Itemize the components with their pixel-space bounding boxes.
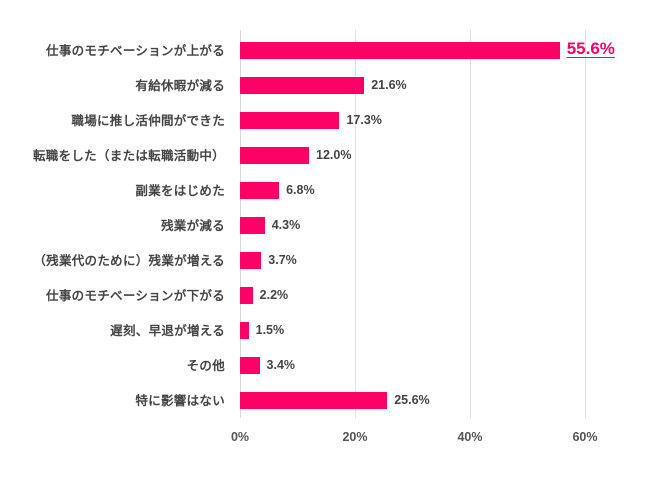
gridline xyxy=(355,30,356,418)
bar xyxy=(240,357,260,374)
category-label: 有給休暇が減る xyxy=(135,78,225,93)
bar xyxy=(240,322,249,339)
value-label: 3.7% xyxy=(268,253,297,267)
value-label: 21.6% xyxy=(371,78,407,92)
highlighted-value-label: 55.6% xyxy=(566,39,615,58)
category-label: その他 xyxy=(186,358,225,373)
category-label: （残業代のために）残業が増える xyxy=(33,253,225,268)
value-label: 1.5% xyxy=(255,323,285,337)
gridline xyxy=(470,30,471,418)
bar xyxy=(240,287,253,304)
value-label: 17.3% xyxy=(346,113,382,127)
category-label: 転職をした（または転職活動中） xyxy=(32,148,225,163)
bar xyxy=(240,147,309,164)
x-tick-label: 40% xyxy=(457,430,483,444)
category-label: 仕事のモチベーションが上がる xyxy=(46,43,225,58)
x-tick-label: 60% xyxy=(572,430,598,444)
category-label: 仕事のモチベーションが下がる xyxy=(46,288,225,303)
category-label: 特に影響はない xyxy=(135,393,225,408)
value-label: 3.4% xyxy=(266,358,296,372)
bar xyxy=(240,252,262,269)
x-tick-label: 0% xyxy=(230,430,250,444)
bar xyxy=(240,42,560,59)
bar xyxy=(240,392,388,409)
category-label: 遅刻、早退が増える xyxy=(110,323,225,338)
category-label: 残業が減る xyxy=(160,218,225,233)
value-label: 2.2% xyxy=(259,288,289,302)
value-label: 12.0% xyxy=(316,148,352,162)
x-tick-label: 20% xyxy=(342,430,368,444)
bar xyxy=(240,77,365,94)
category-label: 職場に推し活仲間ができた xyxy=(71,113,225,128)
bar xyxy=(240,217,265,234)
value-label: 25.6% xyxy=(394,393,430,407)
bar xyxy=(240,182,280,199)
category-label: 副業をはじめた xyxy=(135,183,225,198)
gridline xyxy=(585,30,586,418)
bar xyxy=(240,112,340,129)
value-label: 6.8% xyxy=(286,183,315,197)
value-label: 4.3% xyxy=(271,218,301,232)
